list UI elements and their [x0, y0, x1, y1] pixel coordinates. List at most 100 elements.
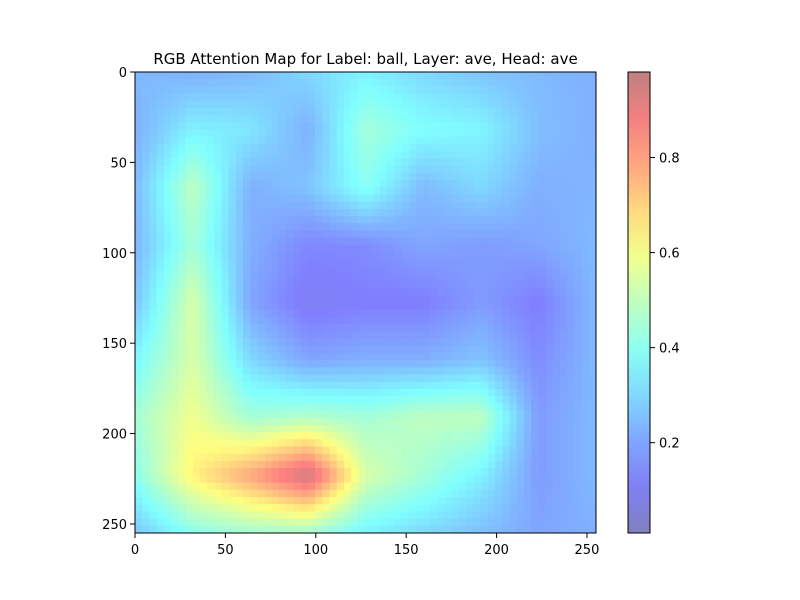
heatmap-cell — [545, 172, 554, 181]
heatmap-cell — [250, 259, 259, 268]
heatmap-cell — [264, 302, 273, 311]
heatmap-cell — [315, 496, 323, 505]
heatmap-cell — [372, 144, 381, 152]
heatmap-cell — [372, 100, 381, 109]
heatmap-cell — [459, 237, 467, 246]
heatmap-cell — [271, 403, 280, 412]
heatmap-cell — [531, 259, 539, 268]
heatmap-cell — [171, 187, 179, 196]
heatmap-cell — [387, 381, 395, 390]
heatmap-cell — [394, 410, 403, 419]
heatmap-cell — [207, 122, 215, 131]
heatmap-cell — [156, 525, 165, 533]
heatmap-cell — [423, 417, 431, 426]
heatmap-cell — [394, 324, 403, 332]
heatmap-cell — [300, 309, 309, 318]
heatmap-cell — [171, 489, 179, 498]
heatmap-cell — [235, 129, 244, 138]
heatmap-cell — [401, 136, 410, 145]
heatmap-cell — [487, 223, 496, 232]
heatmap-cell — [588, 345, 596, 354]
heatmap-cell — [423, 259, 431, 268]
heatmap-cell — [329, 504, 338, 512]
heatmap-cell — [444, 230, 453, 239]
heatmap-cell — [149, 504, 158, 512]
heatmap-cell — [351, 180, 359, 188]
heatmap-cell — [271, 252, 280, 260]
heatmap-cell — [293, 460, 302, 469]
heatmap-cell — [178, 108, 187, 116]
heatmap-cell — [538, 345, 547, 354]
heatmap-cell — [495, 151, 503, 160]
heatmap-cell — [538, 165, 547, 174]
heatmap-cell — [171, 237, 179, 246]
heatmap-cell — [394, 388, 403, 397]
heatmap-cell — [502, 208, 511, 217]
heatmap-cell — [588, 424, 596, 433]
heatmap-cell — [538, 230, 547, 239]
heatmap-cell — [178, 252, 187, 260]
heatmap-cell — [207, 453, 215, 462]
heatmap-cell — [163, 338, 172, 347]
heatmap-cell — [264, 489, 273, 498]
heatmap-cell — [423, 115, 431, 124]
heatmap-cell — [567, 230, 575, 239]
heatmap-cell — [430, 244, 439, 253]
heatmap-cell — [243, 223, 251, 232]
heatmap-cell — [567, 453, 575, 462]
heatmap-cell — [351, 460, 359, 469]
heatmap-cell — [207, 201, 215, 210]
heatmap-cell — [516, 360, 525, 368]
heatmap-cell — [293, 302, 302, 311]
heatmap-cell — [171, 302, 179, 311]
heatmap-cell — [480, 309, 489, 318]
heatmap-cell — [149, 446, 158, 455]
heatmap-cell — [401, 79, 410, 87]
heatmap-cell — [135, 295, 143, 304]
heatmap-cell — [293, 316, 302, 325]
heatmap-cell — [336, 93, 345, 102]
heatmap-cell — [178, 280, 187, 289]
heatmap-cell — [142, 86, 150, 95]
heatmap-cell — [192, 273, 201, 282]
heatmap-cell — [387, 352, 395, 361]
heatmap-cell — [509, 180, 518, 188]
heatmap-cell — [574, 453, 583, 462]
heatmap-cell — [315, 460, 323, 469]
heatmap-cell — [430, 324, 439, 332]
heatmap-cell — [538, 201, 547, 210]
heatmap-cell — [545, 216, 554, 224]
heatmap-cell — [545, 259, 554, 268]
heatmap-cell — [538, 360, 547, 368]
heatmap-cell — [574, 151, 583, 160]
heatmap-cell — [387, 468, 395, 476]
heatmap-cell — [322, 144, 331, 152]
heatmap-cell — [358, 316, 367, 325]
heatmap-cell — [516, 122, 525, 131]
heatmap-cell — [271, 86, 280, 95]
heatmap-cell — [437, 266, 446, 275]
heatmap-cell — [372, 172, 381, 181]
heatmap-cell — [322, 72, 331, 80]
heatmap-cell — [509, 439, 518, 448]
heatmap-cell — [207, 259, 215, 268]
heatmap-cell — [516, 525, 525, 533]
heatmap-cell — [279, 410, 287, 419]
heatmap-cell — [545, 417, 554, 426]
heatmap-cell — [257, 273, 266, 282]
heatmap-cell — [487, 100, 496, 109]
heatmap-cell — [163, 230, 172, 239]
heatmap-cell — [567, 417, 575, 426]
heatmap-cell — [207, 482, 215, 491]
heatmap-cell — [286, 100, 295, 109]
heatmap-cell — [444, 208, 453, 217]
heatmap-cell — [437, 223, 446, 232]
heatmap-cell — [286, 302, 295, 311]
heatmap-cell — [257, 280, 266, 289]
heatmap-cell — [243, 338, 251, 347]
heatmap-cell — [329, 367, 338, 376]
heatmap-cell — [516, 475, 525, 484]
heatmap-cell — [343, 396, 352, 404]
heatmap-cell — [199, 144, 208, 152]
heatmap-cell — [365, 410, 374, 419]
